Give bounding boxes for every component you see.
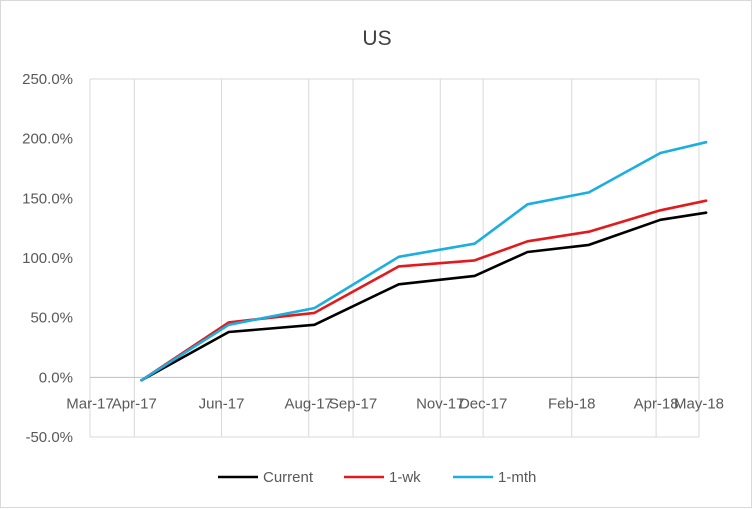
x-tick-label: Nov-17 xyxy=(416,395,464,412)
x-tick-label: Aug-17 xyxy=(285,395,333,412)
x-tick-label: Mar-17 xyxy=(66,395,114,412)
y-tick-label: 150.0% xyxy=(22,190,73,207)
series-line-1-mth xyxy=(140,140,708,382)
series-line-1-wk xyxy=(140,199,708,382)
legend-label: 1-wk xyxy=(389,469,421,486)
y-tick-label: -50.0% xyxy=(25,429,73,446)
x-tick-label: Apr-17 xyxy=(112,395,157,412)
legend: Current 1-wk 1-mth xyxy=(218,469,536,486)
x-tick-label: Apr-18 xyxy=(634,395,679,412)
legend-label: 1-mth xyxy=(498,469,536,486)
series-line-current xyxy=(140,211,708,382)
x-tick-label: May-18 xyxy=(674,395,724,412)
x-tick-label: Jun-17 xyxy=(199,395,245,412)
y-tick-label: 100.0% xyxy=(22,250,73,267)
y-tick-label: 200.0% xyxy=(22,131,73,148)
x-tick-label: Dec-17 xyxy=(459,395,507,412)
legend-label: Current xyxy=(263,469,314,486)
y-tick-label: 0.0% xyxy=(39,369,73,386)
x-tick-label: Sep-17 xyxy=(329,395,377,412)
y-axis-tick-labels: -50.0% 0.0% 50.0% 100.0% 150.0% 200.0% 250.0% xyxy=(22,71,73,446)
y-tick-label: 50.0% xyxy=(30,310,73,327)
x-tick-label: Feb-18 xyxy=(548,395,596,412)
y-tick-label: 250.0% xyxy=(22,71,73,88)
series-lines xyxy=(140,140,708,382)
chart-title: US xyxy=(362,27,391,50)
